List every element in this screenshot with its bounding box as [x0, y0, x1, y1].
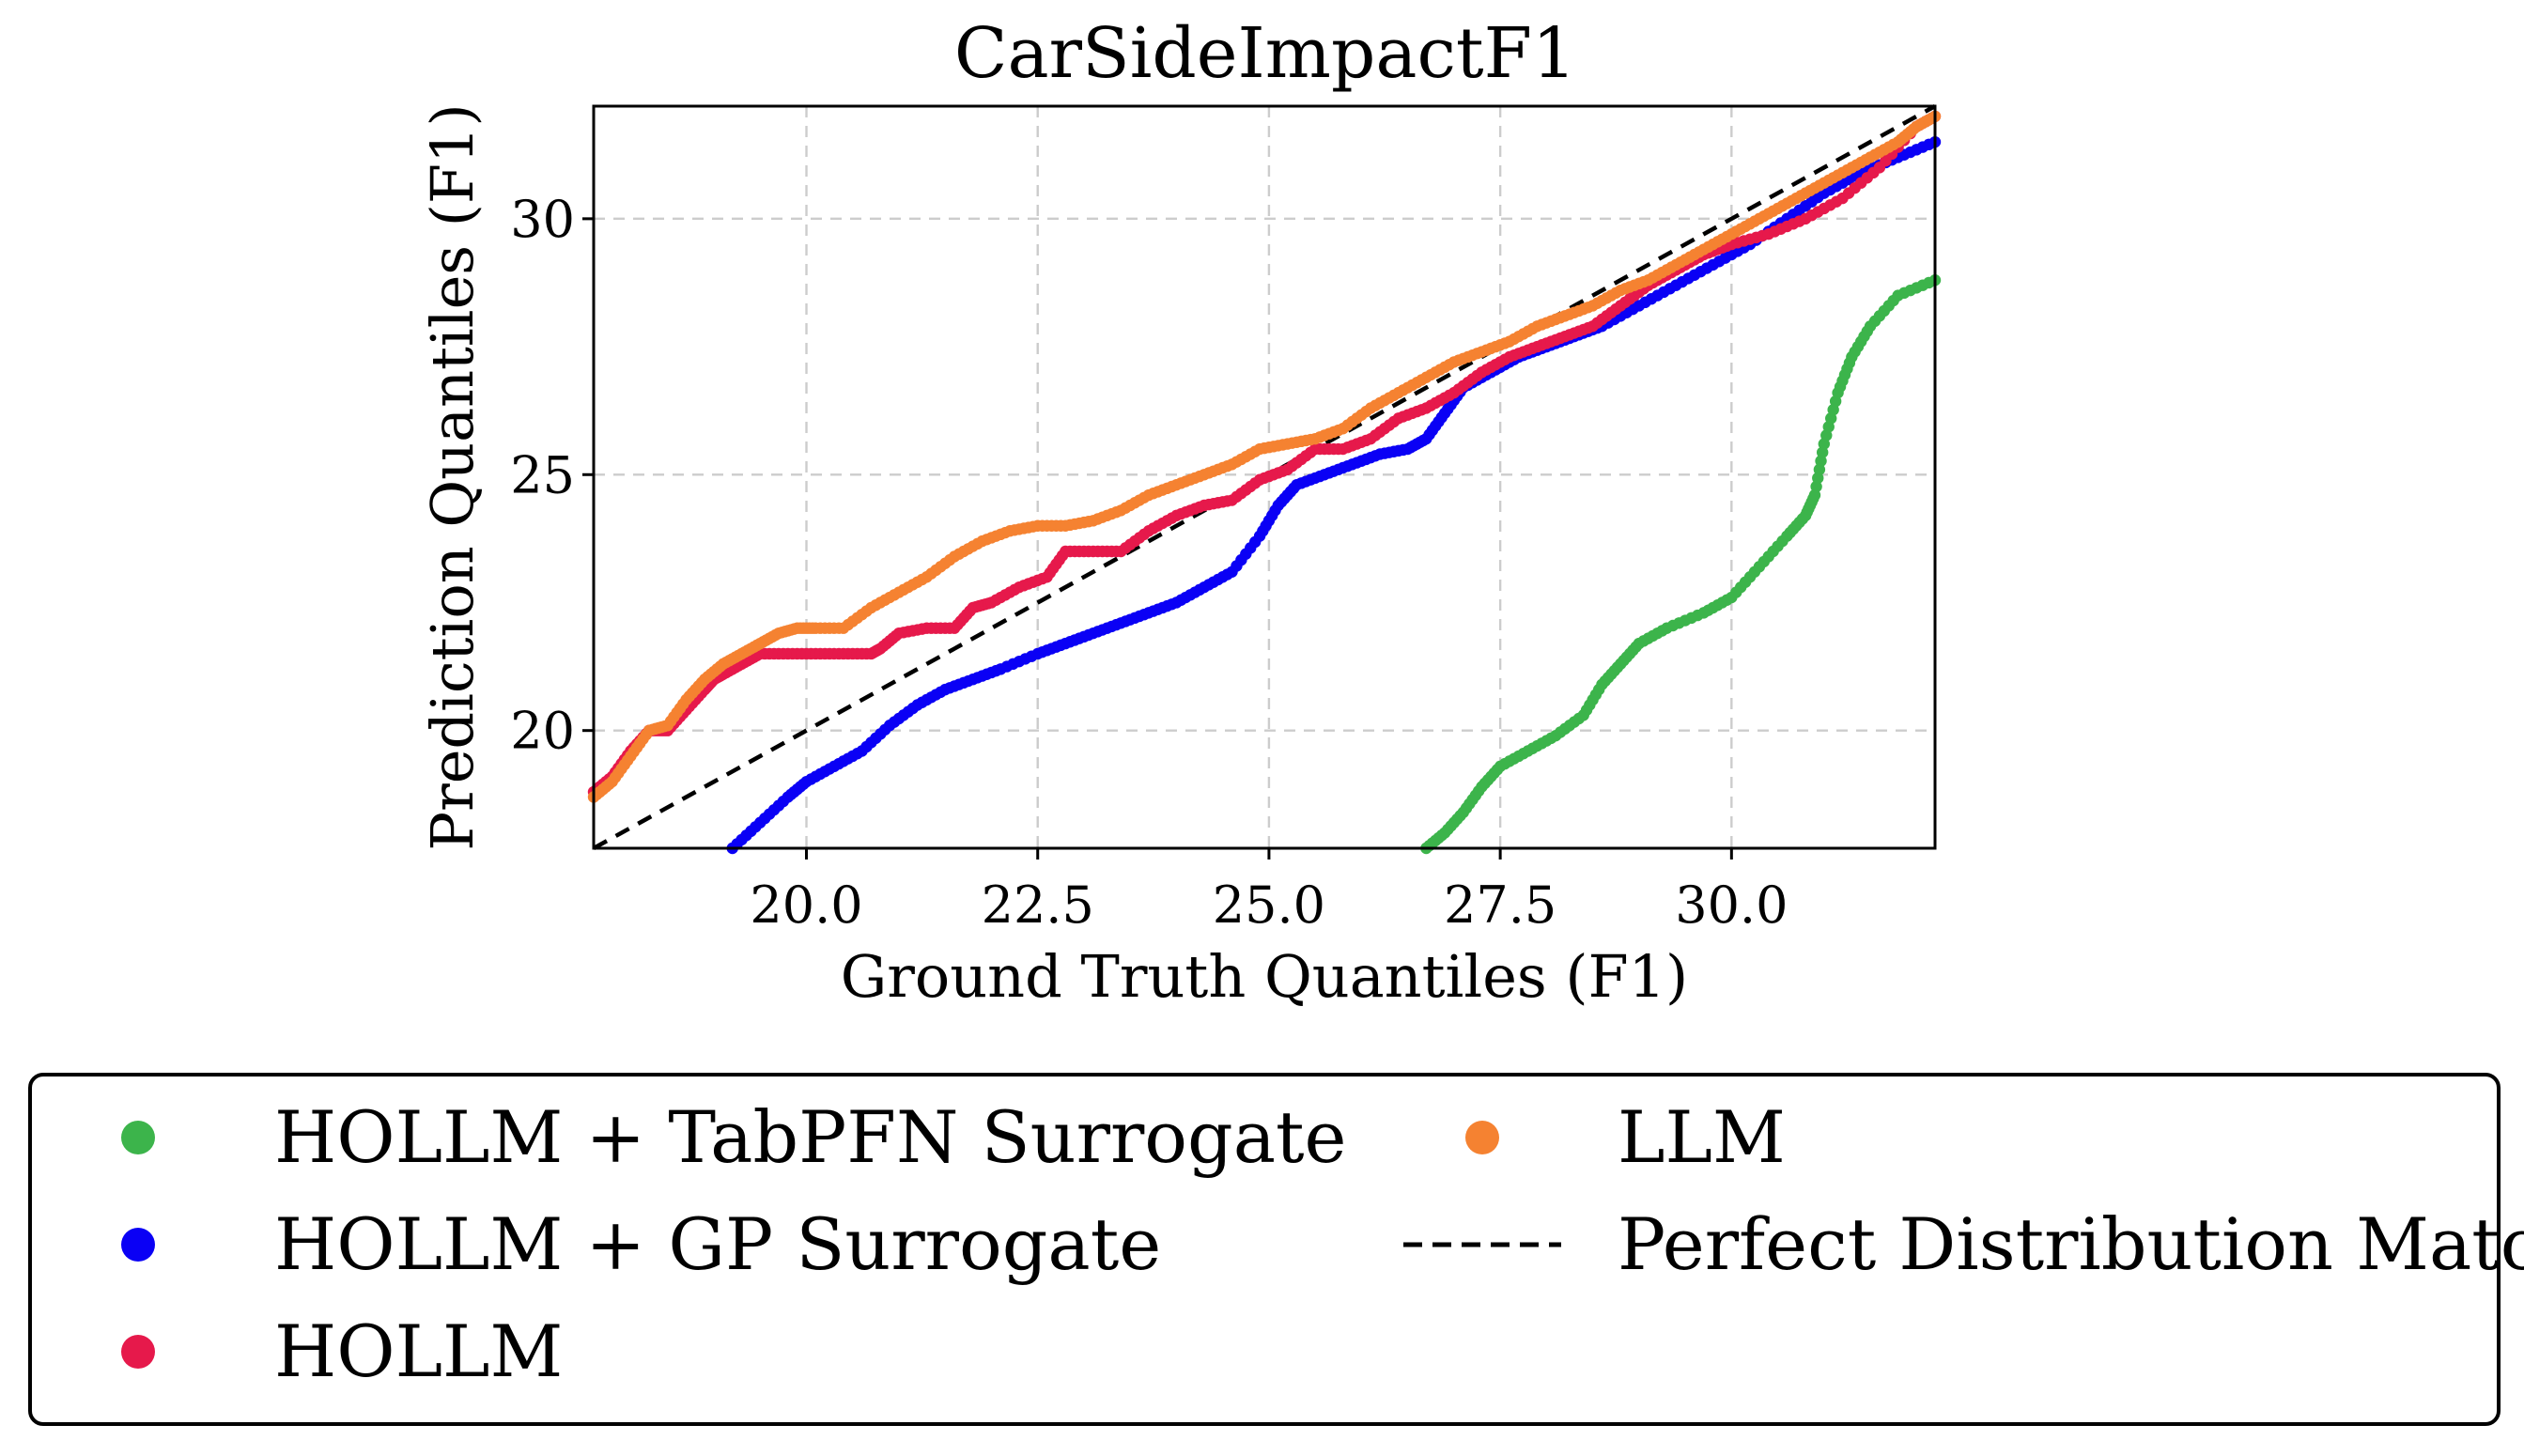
legend-label: Perfect Distribution Match: [1618, 1202, 2524, 1286]
legend-marker: [121, 1335, 155, 1369]
y-tick-label: 25: [510, 445, 575, 504]
x-axis-label: Ground Truth Quantiles (F1): [841, 942, 1689, 1011]
x-tick-label: 25.0: [1213, 875, 1325, 935]
x-tick-label: 20.0: [750, 875, 862, 935]
legend-entry: HOLLM + GP Surrogate: [121, 1202, 1161, 1286]
y-tick-label: 30: [510, 190, 575, 249]
x-tick-label: 22.5: [982, 875, 1094, 935]
legend-entry: LLM: [1465, 1095, 1786, 1179]
chart-title: CarSideImpactF1: [954, 13, 1576, 94]
legend: HOLLM + TabPFN Surrogate HOLLM + GP Surro…: [28, 1073, 2524, 1426]
legend-items: HOLLM + TabPFN Surrogate HOLLM + GP Surro…: [121, 1095, 2524, 1393]
y-axis-label: Prediction Quantiles (F1): [418, 103, 487, 850]
legend-frame: [28, 1073, 2501, 1426]
series-llm: [587, 110, 1942, 803]
legend-entry: HOLLM + TabPFN Surrogate: [121, 1095, 1347, 1179]
data-points: [587, 110, 1942, 855]
plot-area-frame: [592, 104, 1937, 850]
x-tick-label: 30.0: [1675, 875, 1788, 935]
legend-entry: Perfect Distribution Match: [1403, 1202, 2524, 1286]
legend-entry: HOLLM: [121, 1309, 563, 1393]
series-hollm-gp-surrogate: [726, 135, 1942, 855]
legend-marker: [121, 1121, 155, 1154]
legend-label: HOLLM + TabPFN Surrogate: [274, 1095, 1347, 1179]
y-tick-label: 20: [510, 702, 575, 761]
series-hollm-tabpfn-surrogate: [1420, 274, 1942, 855]
legend-label: HOLLM: [274, 1309, 563, 1393]
axis-ticks: 20.0 22.5 25.0 27.5 30.0 20 25 30: [510, 190, 1788, 935]
legend-marker: [121, 1228, 155, 1262]
legend-label: LLM: [1618, 1095, 1786, 1179]
legend-marker: [1465, 1121, 1499, 1154]
legend-label: HOLLM + GP Surrogate: [274, 1202, 1161, 1286]
x-tick-label: 27.5: [1444, 875, 1556, 935]
